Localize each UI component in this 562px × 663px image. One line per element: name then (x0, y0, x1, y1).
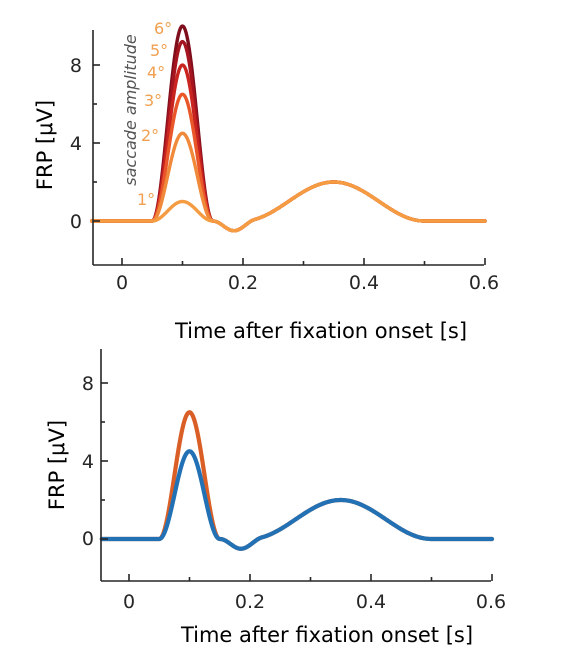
bottom-y-axis-label: FRP [μV] (45, 420, 69, 510)
top-panel-axes (92, 30, 486, 266)
bottom-series-line-1 (99, 449, 495, 551)
bottom-y-tick-0: 0 (82, 528, 94, 550)
amp-label-4deg: 4° (147, 63, 165, 82)
bottom-panel-curves (99, 410, 495, 551)
top-y-tick-4: 4 (70, 133, 82, 155)
top-x-tick-0.2: 0.2 (228, 272, 258, 294)
top-series-line-1 (90, 131, 487, 233)
top-x-tick-0.4: 0.4 (349, 272, 379, 294)
amp-label-6deg: 6° (154, 19, 172, 38)
top-panel: 0 0.2 0.4 0.6 0 4 8 FRP [μV] Time after … (33, 19, 499, 343)
amp-label-1deg: 1° (137, 190, 155, 209)
bottom-panel: 0 0.2 0.4 0.6 0 4 8 FRP [μV] Time after … (45, 349, 506, 647)
top-y-tick-0: 0 (70, 211, 82, 233)
top-y-axis-label: FRP [μV] (33, 100, 57, 190)
bottom-series-line-0 (99, 410, 495, 551)
bottom-x-axis-label: Time after fixation onset [s] (180, 623, 473, 647)
bottom-panel-axes (100, 349, 493, 582)
bottom-y-tick-8: 8 (82, 373, 94, 395)
bottom-y-tick-4: 4 (82, 451, 94, 473)
bottom-x-tick-0.4: 0.4 (356, 591, 386, 613)
top-series-line-2 (90, 92, 487, 233)
bottom-x-tick-0.2: 0.2 (235, 591, 265, 613)
top-x-axis-label: Time after fixation onset [s] (174, 319, 467, 343)
top-x-tick-0: 0 (116, 272, 128, 294)
saccade-amplitude-annotation: saccade amplitude (121, 34, 140, 186)
amp-label-5deg: 5° (150, 41, 168, 60)
top-series-line-0 (90, 180, 487, 233)
amp-label-2deg: 2° (141, 126, 159, 145)
top-x-tick-0.6: 0.6 (469, 272, 499, 294)
top-panel-curves (90, 24, 487, 233)
top-y-tick-8: 8 (70, 55, 82, 77)
bottom-x-tick-0: 0 (123, 591, 135, 613)
bottom-x-tick-0.6: 0.6 (476, 591, 506, 613)
amp-label-3deg: 3° (144, 91, 162, 110)
